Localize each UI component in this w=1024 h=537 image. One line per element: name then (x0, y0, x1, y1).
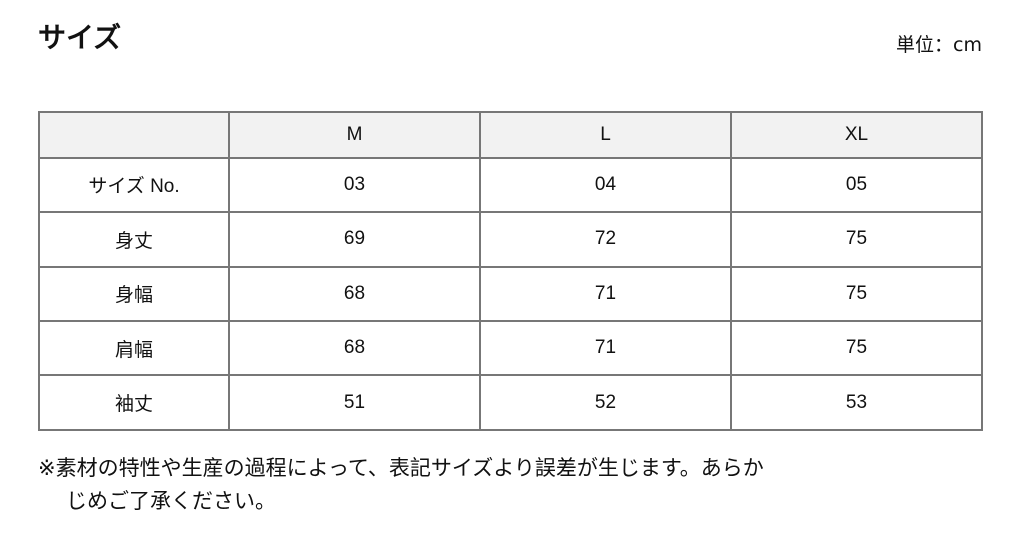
table-row: 身幅 68 71 75 (38, 265, 983, 323)
header-cell: XL (730, 111, 983, 159)
cell: 71 (479, 265, 732, 323)
note-line-1: ※素材の特性や生産の過程によって、表記サイズより誤差が生じます。あらか (38, 456, 764, 480)
row-label: 袖丈 (38, 374, 230, 431)
row-label: 身幅 (38, 265, 230, 323)
cell: 69 (228, 211, 481, 268)
disclaimer-note: ※素材の特性や生産の過程によって、表記サイズより誤差が生じます。あらか じめご了… (38, 452, 998, 518)
cell: 71 (479, 320, 732, 377)
table-row: 袖丈 51 52 53 (38, 374, 983, 431)
row-label: サイズ No. (38, 156, 230, 214)
cell: 75 (730, 265, 983, 323)
cell: 05 (730, 156, 983, 214)
row-label: 身丈 (38, 211, 230, 268)
table-row: サイズ No. 03 04 05 (38, 156, 983, 214)
size-table: M L XL サイズ No. 03 04 05 身丈 69 72 75 身幅 68 71 75 肩… (38, 111, 983, 431)
table-header-row: M L XL (38, 111, 983, 159)
cell: 53 (730, 374, 983, 431)
header-cell: M (228, 111, 481, 159)
page-title: サイズ (38, 21, 122, 54)
cell: 68 (228, 320, 481, 377)
header-cell (38, 111, 230, 159)
cell: 75 (730, 211, 983, 268)
table-row: 肩幅 68 71 75 (38, 320, 983, 377)
cell: 72 (479, 211, 732, 268)
cell: 68 (228, 265, 481, 323)
cell: 03 (228, 156, 481, 214)
table-row: 身丈 69 72 75 (38, 211, 983, 268)
cell: 51 (228, 374, 481, 431)
unit-label: 単位：cm (896, 34, 982, 56)
note-line-2: じめご了承ください。 (66, 489, 276, 513)
cell: 04 (479, 156, 732, 214)
header-cell: L (479, 111, 732, 159)
row-label: 肩幅 (38, 320, 230, 377)
cell: 75 (730, 320, 983, 377)
cell: 52 (479, 374, 732, 431)
